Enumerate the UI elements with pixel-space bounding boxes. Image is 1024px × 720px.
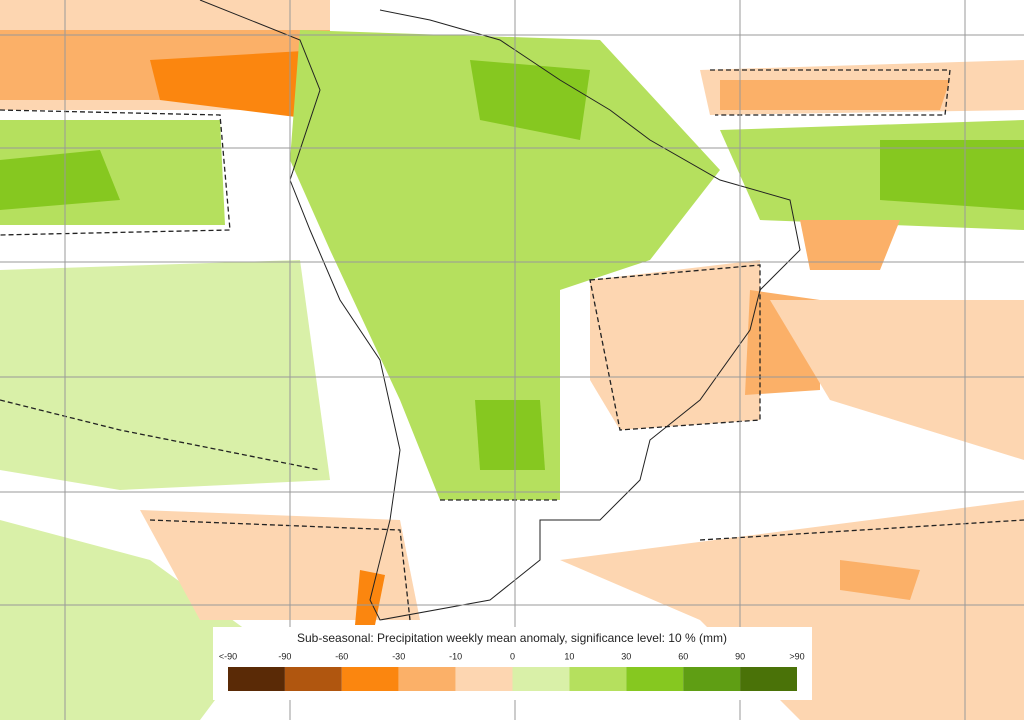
legend-label: >90 [789, 651, 804, 661]
legend-title: Sub-seasonal: Precipitation weekly mean … [297, 631, 727, 645]
legend-swatch [455, 667, 513, 691]
legend-label: 30 [621, 651, 631, 661]
legend-swatch [626, 667, 684, 691]
legend-swatch [284, 667, 342, 691]
legend-label: <-90 [219, 651, 237, 661]
legend-swatch [512, 667, 570, 691]
coastline [199, 0, 801, 621]
legend-label: -30 [392, 651, 405, 661]
significance-contours [0, 69, 1024, 621]
legend-swatch [341, 667, 399, 691]
legend-swatch [228, 667, 285, 691]
legend-label: -10 [449, 651, 462, 661]
legend: Sub-seasonal: Precipitation weekly mean … [213, 627, 812, 700]
legend-swatch [740, 667, 797, 691]
legend-label: 60 [678, 651, 688, 661]
legend-swatch [398, 667, 456, 691]
legend-label: -60 [335, 651, 348, 661]
legend-label: 10 [564, 651, 574, 661]
legend-swatch [683, 667, 741, 691]
legend-label: 90 [735, 651, 745, 661]
legend-label: 0 [510, 651, 515, 661]
legend-swatch [569, 667, 627, 691]
legend-label: -90 [278, 651, 291, 661]
